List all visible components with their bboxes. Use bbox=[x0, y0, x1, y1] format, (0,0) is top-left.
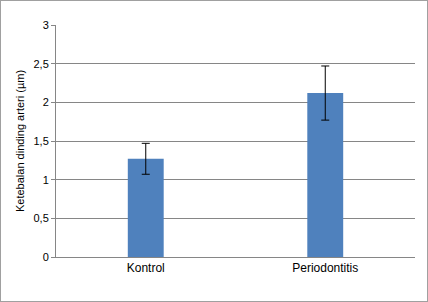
svg-text:Ketebalan dinding arteri (µm): Ketebalan dinding arteri (µm) bbox=[14, 70, 26, 212]
svg-text:Periodontitis: Periodontitis bbox=[292, 261, 358, 275]
svg-text:1: 1 bbox=[43, 174, 49, 186]
svg-text:0: 0 bbox=[43, 251, 49, 263]
svg-text:0,5: 0,5 bbox=[34, 212, 49, 224]
svg-text:Kontrol: Kontrol bbox=[127, 261, 165, 275]
svg-text:1,5: 1,5 bbox=[34, 135, 49, 147]
svg-text:3: 3 bbox=[43, 19, 49, 31]
svg-text:2,5: 2,5 bbox=[34, 58, 49, 70]
svg-text:2: 2 bbox=[43, 96, 49, 108]
